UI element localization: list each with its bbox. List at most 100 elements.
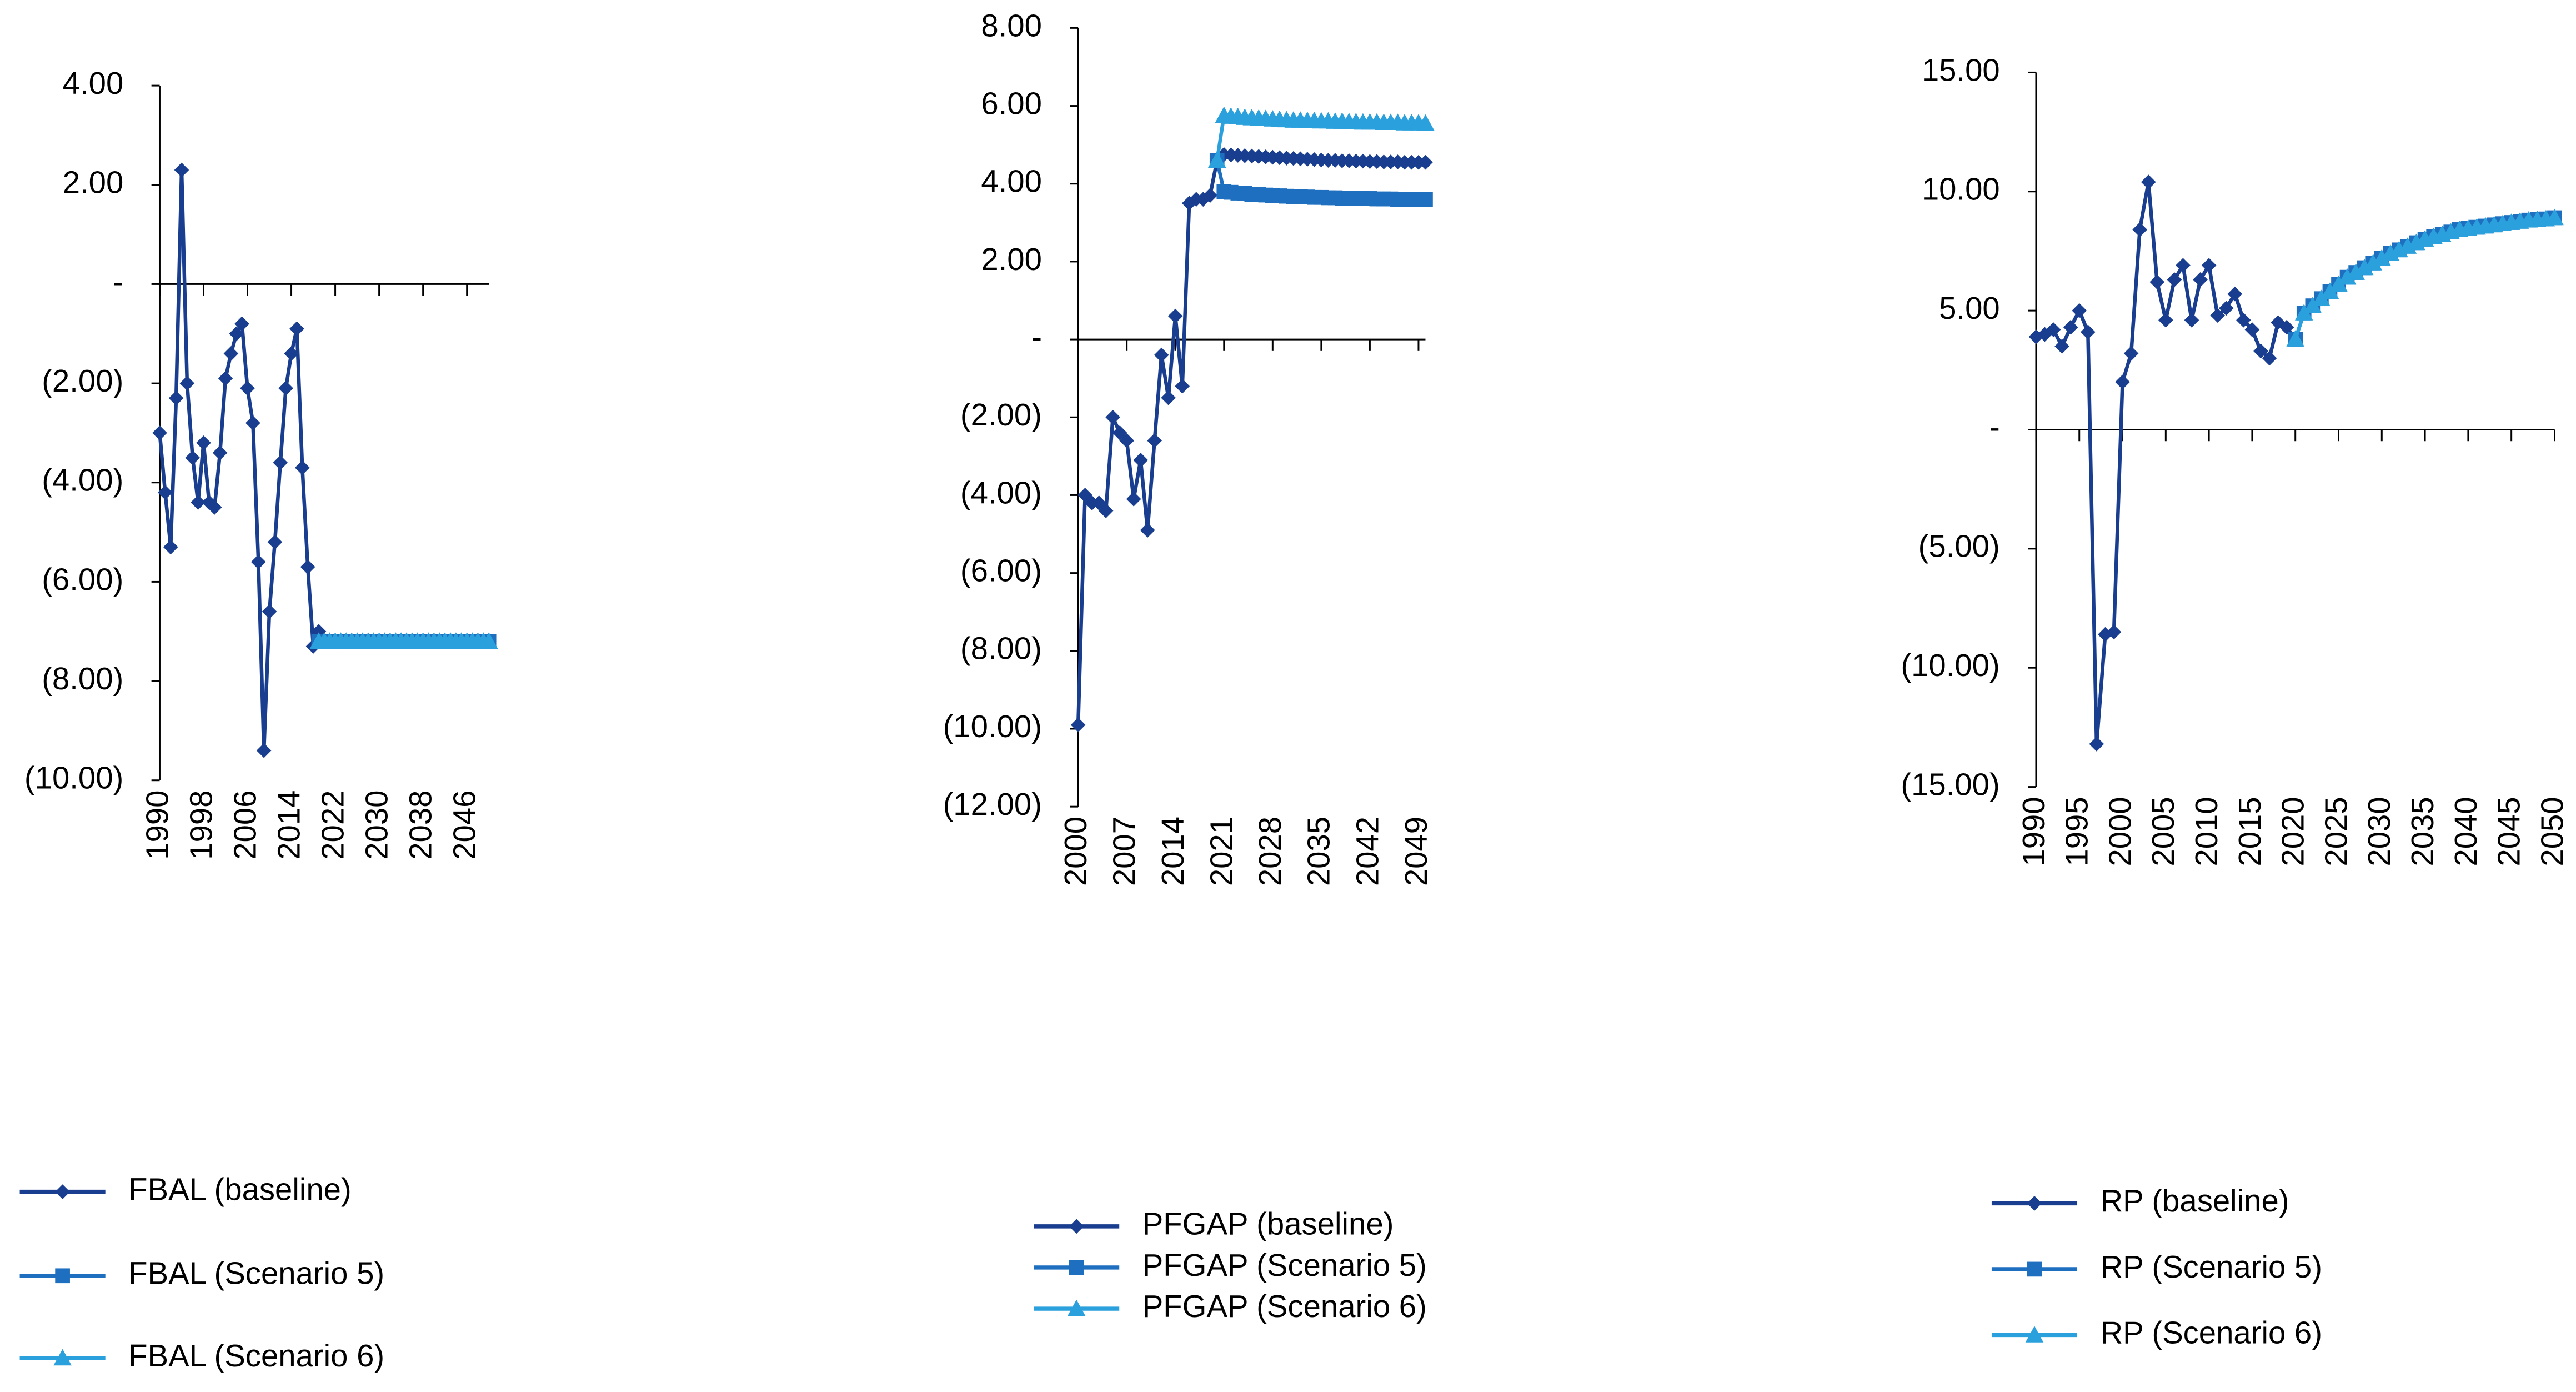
- data-point: [163, 539, 178, 555]
- x-tick-label: 1998: [183, 790, 218, 860]
- data-point: [240, 380, 255, 396]
- y-tick-label: (8.00): [960, 631, 1042, 666]
- data-point: [2286, 330, 2305, 347]
- data-point: [229, 326, 244, 342]
- data-point: [2054, 339, 2069, 354]
- y-tick-label: (2.00): [42, 363, 123, 398]
- data-point: [1418, 192, 1433, 207]
- data-point: [1140, 523, 1155, 538]
- data-point: [2184, 312, 2199, 328]
- x-tick-label: 2030: [359, 790, 394, 860]
- legend-label: RP (Scenario 6): [2101, 1315, 2322, 1350]
- legend-label: PFGAP (Scenario 6): [1142, 1289, 1427, 1324]
- data-point: [1167, 308, 1183, 324]
- data-point: [2063, 319, 2078, 335]
- x-tick-label: 2007: [1107, 817, 1142, 886]
- y-tick-label: 15.00: [1922, 52, 2000, 87]
- data-point: [2141, 174, 2156, 189]
- data-point: [196, 435, 211, 450]
- y-tick-label: -: [1031, 319, 1042, 354]
- data-point: [174, 162, 189, 178]
- data-point: [2089, 737, 2104, 752]
- x-tick-label: 2022: [315, 790, 350, 860]
- x-tick-label: 2042: [1350, 817, 1385, 886]
- data-point: [1126, 492, 1141, 507]
- y-tick-label: (15.00): [1901, 767, 1999, 802]
- legend-label: FBAL (baseline): [128, 1172, 352, 1207]
- data-point: [2176, 258, 2191, 273]
- legend-label: FBAL (Scenario 5): [128, 1256, 384, 1291]
- y-tick-label: (6.00): [42, 562, 123, 597]
- legend-label: RP (baseline): [2101, 1183, 2289, 1218]
- y-tick-label: (10.00): [1901, 648, 1999, 683]
- y-tick-label: 6.00: [981, 86, 1042, 121]
- data-point: [2347, 263, 2365, 280]
- data-point: [289, 321, 304, 337]
- series-line: [158, 169, 321, 751]
- x-tick-label: 2014: [271, 790, 306, 860]
- data-point: [300, 559, 315, 574]
- legend-marker: [55, 1268, 70, 1284]
- data-point: [212, 445, 228, 460]
- y-tick-label: 4.00: [981, 164, 1042, 199]
- data-point: [2294, 304, 2313, 321]
- x-tick-label: 2000: [2102, 797, 2137, 866]
- data-point: [2329, 275, 2348, 292]
- data-point: [2080, 324, 2096, 340]
- data-point: [2227, 286, 2243, 302]
- data-point: [1133, 453, 1149, 468]
- data-point: [1147, 433, 1162, 448]
- series-line: [2036, 182, 2297, 744]
- x-tick-label: 2000: [1058, 817, 1093, 886]
- x-tick-label: 2035: [1301, 817, 1336, 886]
- data-point: [294, 460, 310, 475]
- x-tick-label: 2021: [1204, 817, 1239, 886]
- data-point: [2372, 249, 2391, 266]
- data-point: [2149, 274, 2165, 290]
- y-tick-label: -: [1989, 409, 2000, 444]
- y-tick-label: 8.00: [981, 8, 1042, 43]
- data-point: [256, 743, 272, 758]
- x-tick-label: 1990: [139, 790, 174, 860]
- y-tick-label: (10.00): [943, 709, 1042, 744]
- data-point: [2072, 303, 2087, 318]
- data-point: [2115, 374, 2130, 390]
- legend-marker: [2027, 1196, 2042, 1211]
- y-tick-label: (4.00): [960, 475, 1042, 510]
- legend-marker: [1069, 1219, 1084, 1234]
- data-point: [223, 346, 239, 361]
- x-tick-label: 2049: [1399, 817, 1434, 886]
- x-tick-label: 1995: [2059, 797, 2094, 866]
- data-point: [218, 370, 233, 386]
- y-tick-label: (8.00): [42, 661, 123, 696]
- legend-marker: [55, 1184, 70, 1199]
- x-tick-label: 2014: [1155, 817, 1190, 886]
- x-tick-label: 2028: [1252, 817, 1287, 886]
- y-tick-label: 4.00: [63, 66, 124, 101]
- x-tick-label: 2050: [2534, 797, 2569, 866]
- x-tick-label: 2010: [2189, 797, 2224, 866]
- y-tick-label: 2.00: [63, 165, 124, 200]
- y-tick-label: 10.00: [1922, 172, 2000, 207]
- data-point: [185, 450, 201, 465]
- data-point: [2193, 272, 2208, 287]
- data-point: [2355, 258, 2374, 276]
- x-tick-label: 2038: [403, 790, 438, 860]
- x-tick-label: 2025: [2318, 797, 2353, 866]
- data-point: [179, 375, 195, 391]
- data-point: [2303, 297, 2322, 313]
- x-tick-label: 2045: [2492, 797, 2527, 866]
- data-point: [250, 554, 266, 570]
- x-tick-label: 2046: [447, 790, 482, 860]
- data-point: [1175, 378, 1190, 394]
- data-point: [267, 534, 283, 550]
- data-point: [168, 390, 184, 406]
- legend-marker: [2025, 1326, 2044, 1343]
- data-point: [2338, 268, 2357, 285]
- data-point: [262, 604, 277, 619]
- y-tick-label: 5.00: [1939, 291, 2000, 326]
- y-tick-label: (4.00): [42, 463, 123, 498]
- legend-label: RP (Scenario 5): [2101, 1249, 2322, 1284]
